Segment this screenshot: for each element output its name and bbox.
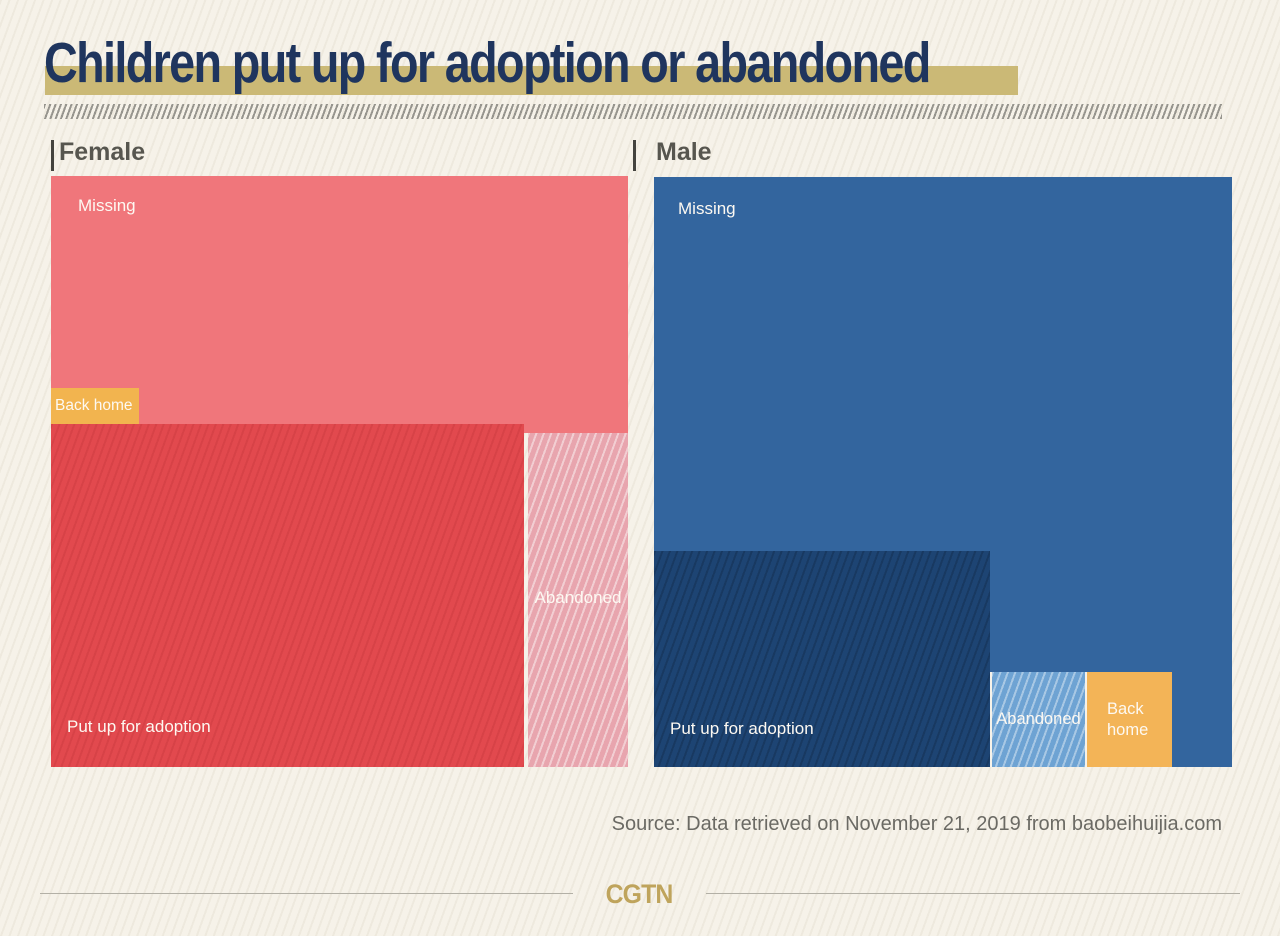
male-panel-header: Male	[656, 138, 712, 166]
source-attribution: Source: Data retrieved on November 21, 2…	[611, 813, 1222, 835]
treemap-block-male-abandoned: Abandoned	[990, 672, 1085, 767]
treemap-block-male-back-home: Back home	[1085, 672, 1172, 767]
treemap-block-female-missing: Missing	[51, 176, 628, 433]
cgtn-logo: CGTN	[605, 879, 674, 909]
block-label: Abandoned	[996, 710, 1081, 728]
block-label: Missing	[78, 196, 136, 215]
block-label: Put up for adoption	[67, 717, 211, 736]
block-label: Abandoned	[534, 588, 622, 607]
block-label: Put up for adoption	[670, 719, 814, 738]
female-panel-header: Female	[59, 138, 146, 166]
block-label: Back home	[1107, 699, 1149, 739]
female-header-tick	[51, 140, 54, 171]
block-label: Back home	[55, 397, 133, 414]
title-highlight-bar	[45, 66, 1018, 95]
footer-rule-right	[706, 893, 1240, 894]
treemap-block-female-put-up-for-adoption: Put up for adoption	[51, 424, 524, 767]
footer-rule-left	[40, 893, 573, 894]
page-title: Children put up for adoption or abandone…	[44, 31, 931, 95]
treemap-block-female-abandoned: Abandoned	[528, 433, 628, 767]
hatched-divider	[44, 104, 1222, 119]
treemap-block-male-put-up-for-adoption: Put up for adoption	[654, 551, 990, 767]
block-label: Missing	[678, 199, 736, 218]
treemap-block-female-back-home: Back home	[51, 388, 139, 424]
male-header-tick	[633, 140, 636, 171]
